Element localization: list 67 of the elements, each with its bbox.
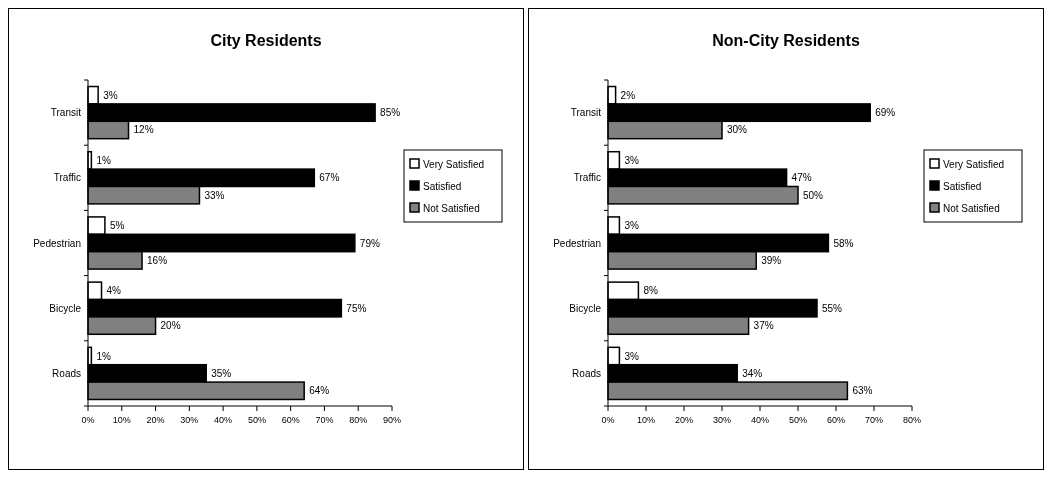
data-label: 35% — [211, 367, 232, 379]
y-tick-label: Bicycle — [569, 302, 602, 314]
data-label: 63% — [852, 385, 873, 397]
y-tick-label: Roads — [572, 367, 601, 379]
x-tick-label: 90% — [382, 415, 402, 425]
x-tick-label: 70% — [864, 415, 884, 425]
data-label: 64% — [309, 385, 330, 397]
legend-label: Not Satisfied — [943, 202, 1000, 214]
y-tick-label: Roads — [52, 367, 81, 379]
legend-label: Satisfied — [423, 180, 462, 192]
data-label: 1% — [96, 154, 111, 166]
data-label: 79% — [359, 237, 380, 249]
data-label: 37% — [753, 320, 774, 332]
legend-label: Very Satisfied — [423, 158, 485, 170]
x-tick-label: 80% — [349, 415, 368, 425]
y-tick-label: Traffic — [53, 172, 81, 184]
data-label: 67% — [319, 172, 340, 184]
x-tick-label: 60% — [826, 415, 846, 425]
x-tick-label: 0% — [601, 415, 615, 425]
x-tick-label: 30% — [712, 415, 732, 425]
y-tick-label: Pedestrian — [553, 237, 601, 249]
x-tick-label: 0% — [81, 415, 95, 425]
x-tick-label: 40% — [214, 415, 233, 425]
legend-label: Very Satisfied — [943, 158, 1005, 170]
data-label: 47% — [791, 172, 812, 184]
x-tick-label: 80% — [902, 415, 922, 425]
data-label: 1% — [96, 350, 111, 362]
data-label: 3% — [624, 154, 639, 166]
y-tick-label: Pedestrian — [33, 237, 81, 249]
x-tick-label: 50% — [247, 415, 266, 425]
x-tick-label: 40% — [750, 415, 770, 425]
data-label: 34% — [742, 367, 763, 379]
data-label: 4% — [106, 285, 122, 297]
data-label: 3% — [624, 350, 639, 362]
y-tick-label: Traffic — [573, 172, 601, 184]
data-label: 75% — [346, 302, 367, 314]
data-label: 58% — [833, 237, 854, 249]
legend-label: Not Satisfied — [423, 202, 480, 214]
x-tick-label: 60% — [281, 415, 300, 425]
data-label: 85% — [380, 107, 401, 119]
x-tick-label: 20% — [146, 415, 165, 425]
data-label: 3% — [103, 89, 118, 101]
legend-label: Satisfied — [943, 180, 982, 192]
chart-title: City Residents — [210, 32, 322, 49]
data-label: 3% — [624, 220, 639, 232]
data-label: 8% — [643, 285, 658, 297]
data-label: 39% — [761, 254, 782, 266]
data-label: 12% — [133, 124, 154, 136]
y-tick-label: Transit — [570, 107, 602, 119]
x-tick-label: 30% — [180, 415, 199, 425]
x-tick-label: 10% — [636, 415, 656, 425]
data-label: 20% — [160, 320, 181, 332]
data-label: 16% — [147, 254, 168, 266]
data-label: 30% — [727, 124, 748, 136]
data-label: 33% — [204, 189, 225, 201]
data-label: 5% — [109, 220, 125, 232]
data-label: 2% — [620, 89, 636, 101]
data-label: 50% — [803, 189, 824, 201]
chart-title: Non-City Residents — [712, 32, 860, 49]
x-tick-label: 50% — [788, 415, 808, 425]
data-label: 69% — [875, 107, 896, 119]
x-tick-label: 10% — [112, 415, 131, 425]
y-tick-label: Transit — [50, 107, 82, 119]
data-label: 55% — [822, 302, 843, 314]
x-tick-label: 20% — [674, 415, 694, 425]
y-tick-label: Bicycle — [49, 302, 82, 314]
x-tick-label: 70% — [315, 415, 334, 425]
